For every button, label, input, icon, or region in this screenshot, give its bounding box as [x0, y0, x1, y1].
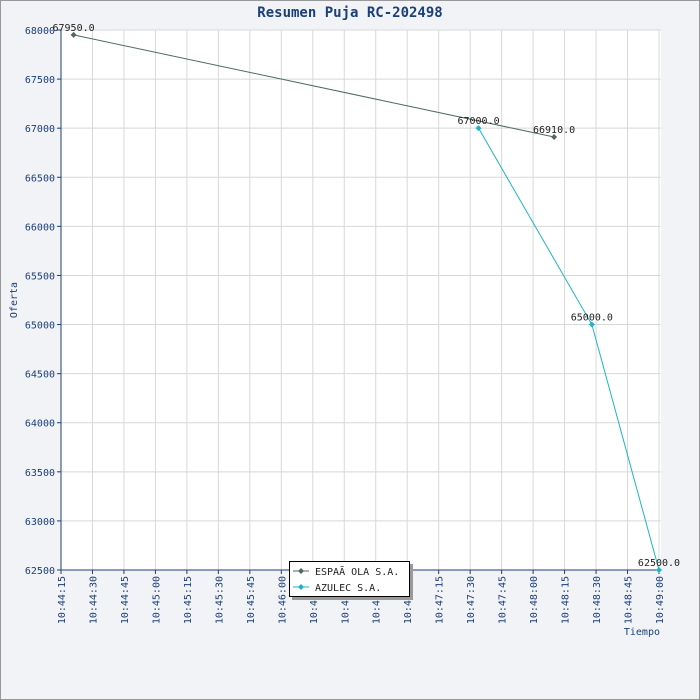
y-tick-label: 65000 — [25, 321, 55, 332]
value-label: 66910.0 — [533, 125, 575, 136]
y-tick-label: 64000 — [25, 419, 55, 430]
x-tick-label: 10:47:45 — [498, 576, 509, 624]
y-tick-label: 68000 — [25, 26, 55, 37]
y-tick-label: 66500 — [25, 173, 55, 184]
x-tick-label: 10:48:30 — [592, 576, 603, 624]
value-label: 67000.0 — [457, 116, 499, 127]
legend-box — [289, 561, 410, 597]
x-tick-label: 10:45:00 — [151, 576, 162, 624]
point — [588, 321, 595, 328]
y-tick-label: 63500 — [25, 468, 55, 479]
series-line — [73, 34, 555, 138]
x-tick-label: 10:49:00 — [655, 576, 666, 624]
y-axis-label: Oferta — [9, 282, 20, 318]
y-tick-label: 67500 — [25, 75, 55, 86]
x-tick-label: 10:46:00 — [277, 576, 288, 624]
legend-label: AZULEC S.A. — [315, 583, 381, 594]
x-tick-label: 10:46:30 — [340, 576, 351, 624]
x-tick-label: 10:46:15 — [309, 576, 320, 624]
x-tick-label: 10:47:30 — [466, 576, 477, 624]
legend-label: ESPAÃ OLA S.A. — [315, 565, 399, 578]
legend-marker — [298, 584, 304, 590]
x-tick-label: 10:48:45 — [624, 576, 635, 624]
x-axis-label: Tiempo — [624, 627, 660, 638]
point — [656, 567, 662, 573]
x-tick-label: 10:44:15 — [57, 576, 68, 624]
x-tick-label: 10:45:15 — [183, 576, 194, 624]
x-tick-label: 10:44:30 — [88, 576, 99, 624]
x-tick-label: 10:46:45 — [372, 576, 383, 624]
x-tick-label: 10:45:45 — [246, 576, 257, 624]
legend: ESPAÃ OLA S.A. AZULEC S.A. — [289, 561, 413, 600]
y-tick-label: 65500 — [25, 271, 55, 282]
value-label: 62500.0 — [638, 558, 680, 569]
legend-marker — [298, 568, 304, 574]
y-tick-label: 64500 — [25, 370, 55, 381]
x-tick-label: 10:48:00 — [529, 576, 540, 624]
point — [70, 31, 77, 38]
value-label: 67950.0 — [53, 23, 95, 34]
y-tick-label: 63000 — [25, 517, 55, 528]
y-tick-label: 66000 — [25, 222, 55, 233]
x-tick-label: 10:47:00 — [403, 576, 414, 624]
x-tick-label: 10:44:45 — [120, 576, 131, 624]
y-tick-label: 62500 — [25, 566, 55, 577]
y-tick-label: 67000 — [25, 124, 55, 135]
x-tick-label: 10:47:15 — [435, 576, 446, 624]
point — [551, 134, 558, 141]
chart-title: Resumen Puja RC-202498 — [257, 5, 442, 21]
value-label: 65000.0 — [571, 313, 613, 324]
x-tick-label: 10:48:15 — [561, 576, 572, 624]
point — [475, 125, 482, 132]
plot-area — [61, 30, 661, 570]
x-tick-label: 10:45:30 — [214, 576, 225, 624]
